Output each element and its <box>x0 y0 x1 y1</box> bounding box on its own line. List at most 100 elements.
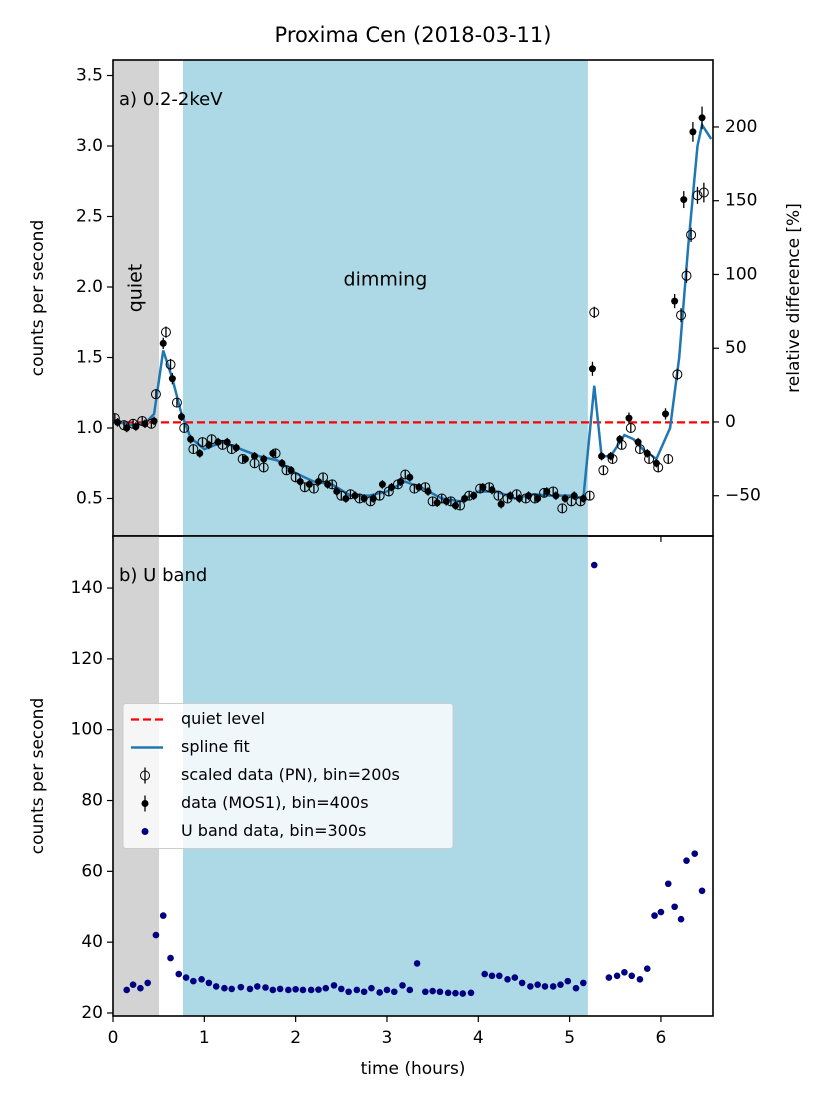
data-point <box>123 424 131 432</box>
data-point <box>590 561 598 569</box>
plot-area <box>113 60 713 536</box>
data-point <box>598 452 606 460</box>
data-point <box>369 494 377 502</box>
data-point <box>168 375 176 383</box>
data-point <box>613 972 621 980</box>
data-point <box>580 979 587 987</box>
data-point <box>525 492 533 500</box>
y-axis-label: counts per second <box>28 698 48 855</box>
data-point <box>114 418 122 426</box>
data-point <box>129 981 137 988</box>
data-point <box>342 494 350 502</box>
y2-tick-label: 150 <box>725 191 757 211</box>
data-point <box>269 449 277 457</box>
y-tick-label: 2.5 <box>76 207 103 227</box>
x-tick-label: 3 <box>382 1028 393 1048</box>
data-point <box>497 500 505 508</box>
data-point <box>378 480 386 488</box>
data-point <box>570 492 578 500</box>
data-point <box>628 972 636 980</box>
data-point <box>564 977 572 985</box>
data-point <box>296 478 304 486</box>
data-point <box>459 990 467 997</box>
data-point <box>360 494 368 502</box>
data-point <box>493 490 504 501</box>
data-point <box>397 478 405 486</box>
data-point <box>651 912 658 919</box>
data-point <box>246 985 254 993</box>
panel: 20 40 60 80 100 120 140 0 1 2 3 4 5 6 time (hours) coun… <box>28 535 714 1079</box>
legend: quiet level spline fit scaled data (PN), b… <box>122 703 454 849</box>
y-tick-label: 1.0 <box>76 418 103 438</box>
data-point <box>251 452 259 460</box>
data-point <box>253 983 261 990</box>
data-point <box>179 422 190 433</box>
y-tick-label: 80 <box>81 791 103 811</box>
data-point <box>657 908 665 916</box>
y-tick-label: 1.5 <box>76 348 103 368</box>
data-point <box>671 903 678 911</box>
data-point <box>636 976 644 983</box>
y-tick-label: 120 <box>71 649 103 669</box>
data-point <box>511 974 519 981</box>
y-tick-label: 20 <box>81 1003 103 1023</box>
data-point <box>664 880 672 888</box>
data-point <box>549 983 557 990</box>
y-axis-label: counts per second <box>28 220 48 377</box>
panel: 0.5 1.0 1.5 2.0 2.5 3.0 3.5 −50 0 50 100 150 200 rela… <box>28 59 804 542</box>
data-point <box>534 981 541 988</box>
data-point <box>588 365 596 373</box>
data-point <box>167 954 174 962</box>
data-point <box>461 494 469 502</box>
data-point <box>652 459 660 467</box>
data-point <box>152 931 160 939</box>
data-point <box>572 984 580 992</box>
y-tick-label: 60 <box>81 861 103 881</box>
data-point <box>187 435 195 443</box>
data-point <box>686 229 697 240</box>
data-point <box>488 486 496 494</box>
data-point <box>579 494 587 502</box>
data-point <box>165 359 176 370</box>
data-point <box>285 986 292 994</box>
data-point <box>488 972 496 980</box>
y2-tick-label: 200 <box>725 117 757 137</box>
data-point <box>353 986 361 994</box>
legend-label: data (MOS1), bin=400s <box>181 793 369 812</box>
axes-frame <box>112 535 714 1017</box>
legend-label: quiet level <box>181 709 265 728</box>
data-point <box>383 986 391 994</box>
data-point <box>515 494 523 502</box>
data-point <box>442 497 450 505</box>
data-point <box>692 190 703 201</box>
legend-swatch <box>140 770 150 781</box>
data-point <box>689 128 697 136</box>
data-point <box>137 984 144 992</box>
x-tick-label: 6 <box>656 1028 667 1048</box>
region-label: dimming <box>344 269 428 291</box>
data-point <box>171 397 182 408</box>
data-point <box>150 417 158 425</box>
data-point <box>205 441 213 449</box>
data-point <box>607 452 615 460</box>
x-tick-label: 4 <box>473 1028 484 1048</box>
data-point <box>444 989 452 997</box>
data-point <box>452 989 459 997</box>
region-label: quiet <box>125 264 147 313</box>
data-point <box>159 912 167 919</box>
data-point <box>643 449 651 457</box>
data-point <box>287 466 295 474</box>
data-point <box>196 449 204 457</box>
y2-tick-label: −50 <box>725 486 761 506</box>
data-point <box>150 389 161 400</box>
legend-label: scaled data (PN), bin=200s <box>181 765 400 784</box>
x-axis-label: time (hours) <box>361 1059 466 1079</box>
data-point <box>481 970 488 978</box>
x-tick-label: 1 <box>199 1028 210 1048</box>
data-point <box>388 483 396 491</box>
y2-axis-label: relative difference [%] <box>784 203 804 393</box>
legend-label: spline fit <box>181 737 250 756</box>
data-point <box>305 480 313 488</box>
data-point <box>232 444 240 452</box>
